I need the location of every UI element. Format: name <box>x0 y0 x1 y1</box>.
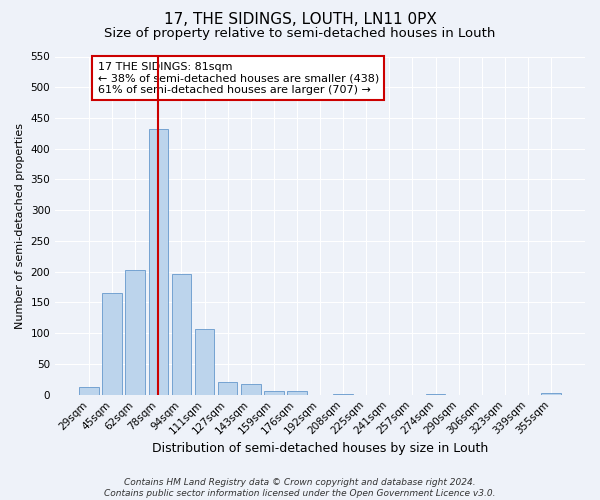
Bar <box>125 270 145 394</box>
Bar <box>264 391 284 394</box>
Bar <box>172 274 191 394</box>
Bar <box>241 384 260 394</box>
Text: Contains HM Land Registry data © Crown copyright and database right 2024.
Contai: Contains HM Land Registry data © Crown c… <box>104 478 496 498</box>
Text: Size of property relative to semi-detached houses in Louth: Size of property relative to semi-detach… <box>104 28 496 40</box>
Bar <box>149 129 168 394</box>
Bar <box>195 329 214 394</box>
Bar <box>287 391 307 394</box>
Text: 17, THE SIDINGS, LOUTH, LN11 0PX: 17, THE SIDINGS, LOUTH, LN11 0PX <box>164 12 436 28</box>
X-axis label: Distribution of semi-detached houses by size in Louth: Distribution of semi-detached houses by … <box>152 442 488 455</box>
Bar <box>218 382 238 394</box>
Bar <box>79 386 99 394</box>
Bar <box>103 294 122 394</box>
Y-axis label: Number of semi-detached properties: Number of semi-detached properties <box>15 122 25 328</box>
Text: 17 THE SIDINGS: 81sqm
← 38% of semi-detached houses are smaller (438)
61% of sem: 17 THE SIDINGS: 81sqm ← 38% of semi-deta… <box>98 62 379 95</box>
